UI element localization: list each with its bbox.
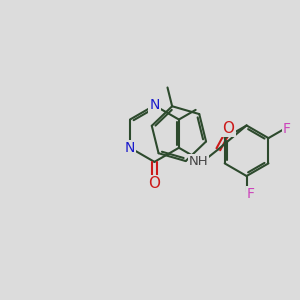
Text: N: N [125,141,135,155]
Text: N: N [149,98,160,112]
Text: O: O [148,176,160,191]
Text: F: F [283,122,291,136]
Text: F: F [247,187,255,201]
Text: O: O [222,121,234,136]
Text: NH: NH [189,155,208,168]
